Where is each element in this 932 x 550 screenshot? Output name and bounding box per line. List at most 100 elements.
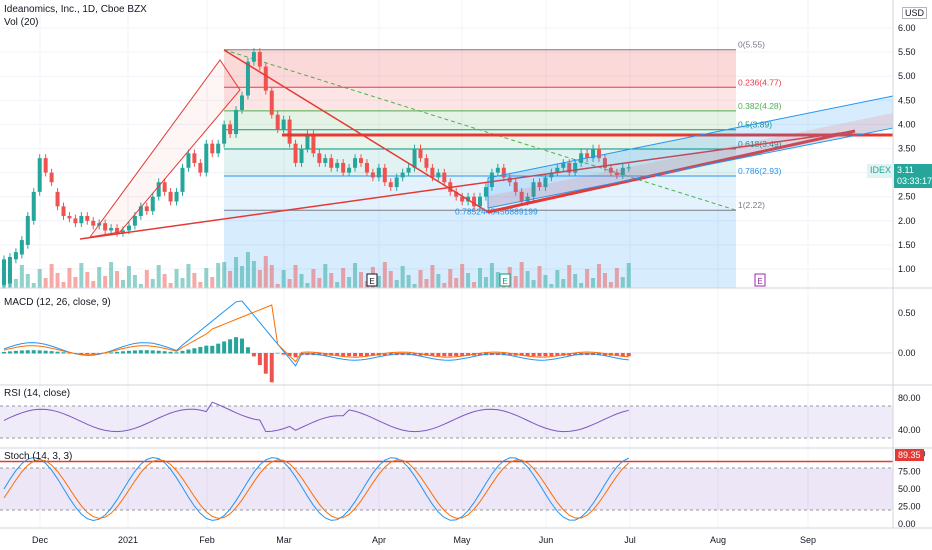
fib-level-label: 0.236(4.77) [738,77,782,87]
volume-bar [483,277,488,288]
volume-bar [585,269,590,288]
macd-histogram-bar [251,353,256,357]
volume-bar [67,268,72,288]
volume-bar [466,273,471,288]
price-tag-ticker: IDEX [867,164,895,178]
macd-legend[interactable]: MACD (12, 26, close, 9) [4,297,111,308]
candle-body [132,215,137,226]
candle-body [424,158,429,168]
rsi-legend[interactable]: RSI (14, close) [4,388,71,399]
earnings-marker-label: E [369,277,374,286]
candle-body [418,148,423,159]
fib-zone [224,148,736,176]
volume-bar [109,262,114,288]
stoch-legend[interactable]: Stoch (14, 3, 3) [4,451,73,462]
volume-bar [555,270,560,288]
candle-body [347,167,352,173]
candle-body [61,206,66,216]
macd-histogram-bar [442,353,447,357]
fib-level-label: 1(2.22) [738,200,765,210]
volume-bar [198,282,203,288]
candle-body [495,167,500,173]
candle-body [597,148,601,159]
volume-bar [55,273,60,288]
candle-body [210,143,215,154]
y-tick-label: 6.00 [898,23,916,33]
volume-bar [263,256,268,288]
candle-body [561,162,566,168]
volume-bar [335,282,340,288]
volume-bar [561,279,566,288]
macd-histogram-bar [43,350,48,354]
y-tick-label: 2.50 [898,192,916,202]
volume-bar [478,268,482,288]
macd-histogram-bar [192,348,197,354]
volume-bar [614,268,619,288]
rsi-tick-label: 80.00 [898,393,921,403]
macd-histogram-bar [19,350,24,354]
volume-bar [210,277,215,288]
volume-bar [442,283,447,288]
candle-body [73,218,78,224]
volume-bar [525,271,530,288]
macd-histogram-bar [549,353,554,357]
candle-body [555,167,560,173]
candle-body [216,143,221,154]
macd-signal-line [3,304,629,363]
candle-body [55,191,60,207]
volume-bar [240,266,244,288]
x-tick-label: 2021 [118,535,138,545]
macd-histogram-bar [234,337,239,354]
x-tick-label: Jun [539,535,554,545]
volume-bar [406,275,411,288]
macd-histogram-bar [531,353,536,357]
candle-body [162,182,167,192]
macd-tick-label: 0.50 [898,308,916,318]
volume-bar [97,267,102,288]
fib-zone [224,87,736,111]
y-tick-label: 4.50 [898,95,916,105]
volume-bar [311,269,316,288]
candle-body [156,182,161,197]
candle-body [359,158,363,163]
volume-bar [388,271,393,288]
symbol-title[interactable]: Ideanomics, Inc., 1D, Cboe BZX [4,4,147,15]
candle-body [228,124,233,135]
volume-bar [37,269,42,288]
volume-legend[interactable]: Vol (20) [4,17,39,28]
x-tick-label: Mar [276,535,292,545]
macd-histogram-bar [150,350,155,354]
macd-histogram-bar [121,351,125,354]
candle-body [311,134,316,154]
candle-body [513,182,518,192]
macd-histogram-bar [430,353,435,356]
macd-histogram-bar [138,350,143,354]
volume-bar [353,263,358,288]
price-candles [2,48,631,289]
macd-histogram-bar [614,353,619,356]
candle-body [430,167,435,178]
volume-bars [2,252,631,288]
fib-level-label: 0.786(2.93) [738,166,782,176]
volume-bar [180,278,185,288]
candle-body [585,153,590,159]
macd-histogram-bar [49,351,54,354]
macd-histogram-bar [61,352,66,354]
candle-body [204,143,209,173]
candle-body [626,167,631,169]
volume-bar [216,263,221,288]
macd-histogram-bar [626,353,631,357]
candle-body [489,172,494,188]
volume-bar [162,274,167,288]
volume-bar [13,279,18,288]
candle-body [240,95,244,110]
macd-histogram-bar [382,353,387,356]
stoch-k-line [3,456,629,522]
candle-body [186,153,191,168]
currency-label[interactable]: USD [902,7,928,19]
candle-body [180,167,185,192]
volume-bar [602,273,607,288]
macd-histogram-bar [228,339,233,354]
